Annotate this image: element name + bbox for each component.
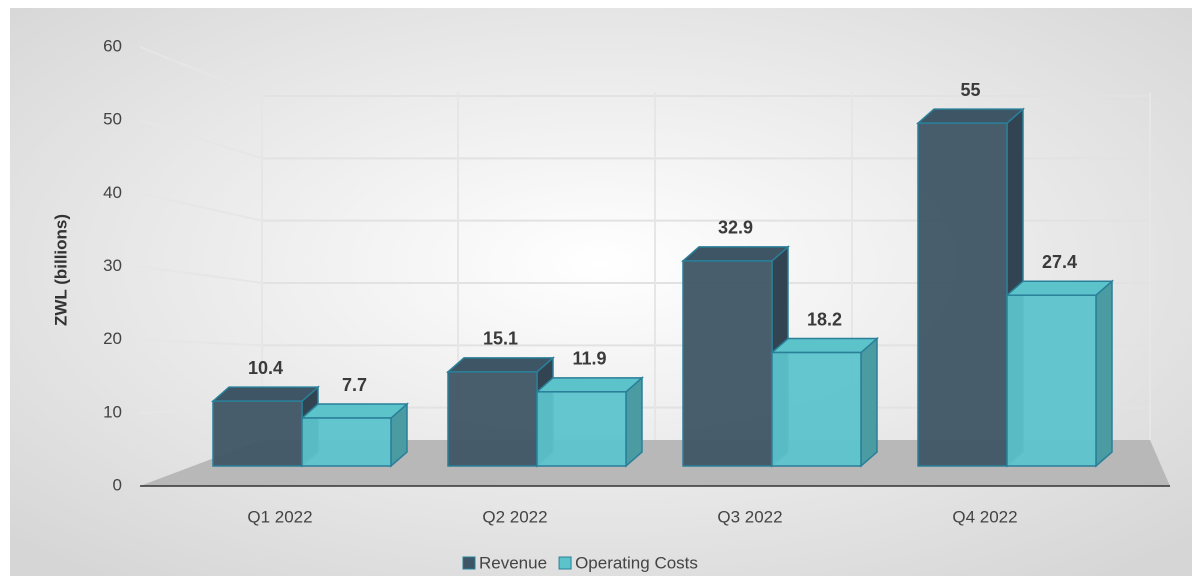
- legend-swatch: [558, 556, 572, 570]
- x-tick-label: Q4 2022: [952, 507, 1017, 526]
- data-label: 10.4: [248, 358, 283, 378]
- bar-top: [446, 357, 555, 373]
- data-label: 15.1: [483, 329, 518, 349]
- data-label: 11.9: [572, 349, 606, 369]
- x-tick-label: Q1 2022: [247, 507, 312, 526]
- x-tick-label: Q3 2022: [717, 507, 782, 526]
- grid-line-side: [139, 338, 263, 347]
- data-label: 32.9: [718, 218, 753, 238]
- bar-top: [681, 246, 790, 262]
- grid-line-side: [139, 265, 263, 284]
- bar-side: [860, 336, 878, 468]
- bar: [536, 391, 627, 467]
- bar-side: [1095, 279, 1113, 468]
- grid-line-side: [139, 46, 263, 97]
- data-label: 55: [960, 80, 980, 100]
- bar-top: [211, 386, 320, 402]
- bar: [1006, 294, 1097, 467]
- x-tick-label: Q2 2022: [482, 507, 547, 526]
- bar-top: [916, 108, 1025, 124]
- legend-label: Revenue: [479, 553, 547, 572]
- bar-top: [300, 403, 409, 419]
- bar: [771, 351, 862, 467]
- data-label: 27.4: [1042, 252, 1077, 272]
- bar: [447, 371, 538, 467]
- grid-line-side: [139, 119, 263, 160]
- bar-top: [770, 337, 879, 354]
- legend-swatch: [462, 556, 476, 570]
- bar-side: [625, 376, 643, 468]
- data-label: 7.7: [342, 375, 367, 395]
- data-label: 18.2: [807, 309, 842, 329]
- y-tick-label: 60: [103, 36, 122, 55]
- y-tick-label: 10: [103, 402, 122, 421]
- bar: [212, 400, 303, 467]
- bar-top: [535, 377, 644, 393]
- grid-line-side: [139, 192, 263, 222]
- legend-label: Operating Costs: [575, 553, 698, 572]
- bar: [682, 260, 773, 467]
- y-tick-label: 30: [103, 256, 122, 275]
- y-tick-label: 50: [103, 110, 122, 129]
- y-tick-label: 0: [113, 475, 122, 494]
- bar: [917, 122, 1008, 467]
- bar-top: [1005, 280, 1114, 296]
- bar: [301, 417, 392, 467]
- y-tick-label: 40: [103, 183, 122, 202]
- y-tick-label: 20: [103, 329, 122, 348]
- y-axis-label: ZWL (billions): [51, 214, 70, 326]
